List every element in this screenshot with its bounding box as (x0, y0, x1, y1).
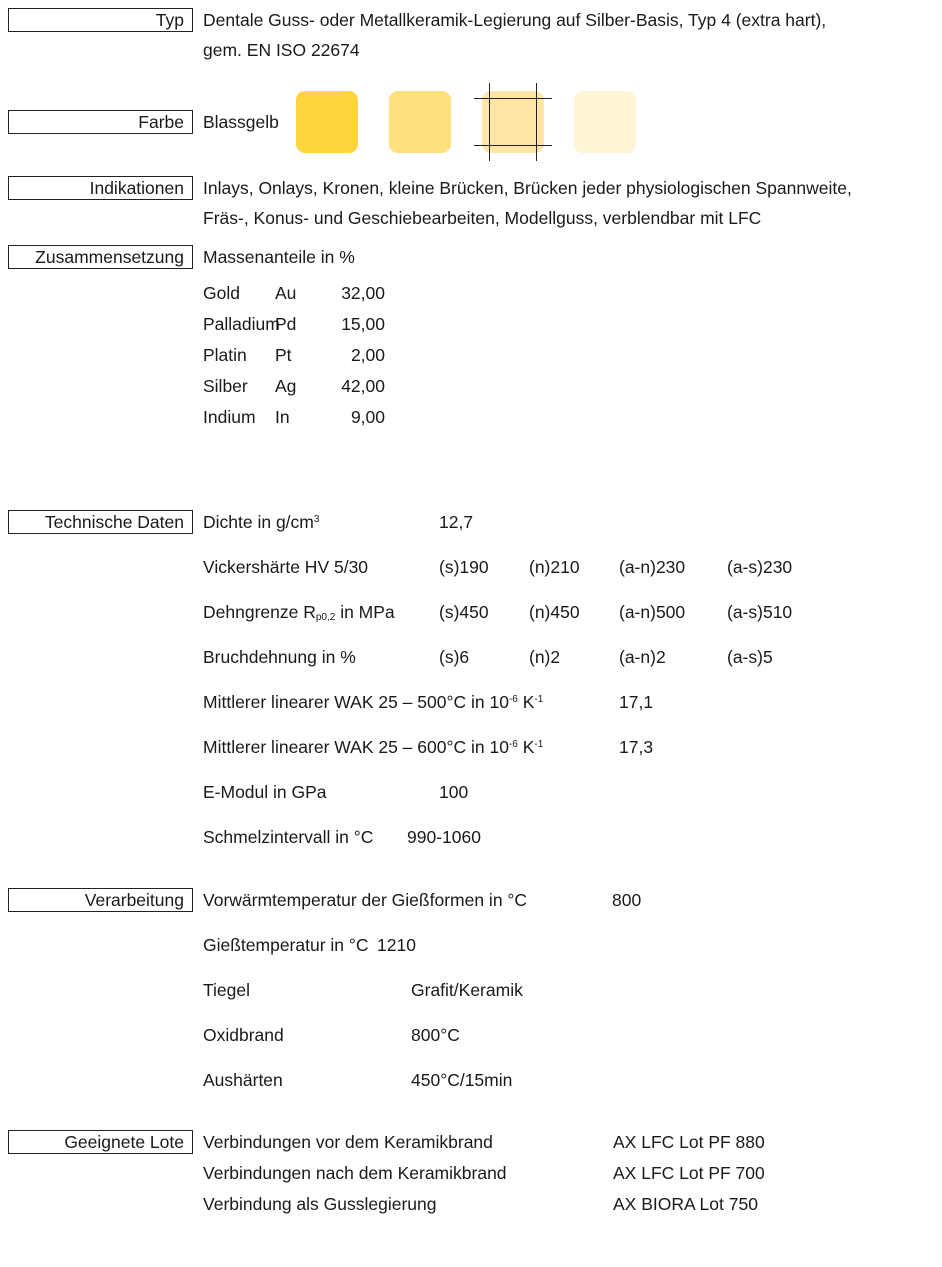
wak500-sup1: -6 (509, 694, 518, 705)
dichte-value: 12,7 (439, 512, 473, 532)
dehngrenze-label-post: in MPa (335, 602, 394, 622)
typ-line2: gem. EN ISO 22674 (203, 40, 360, 60)
dehngrenze-value-an: (a-n)500 (619, 602, 685, 622)
crosshair-h2 (474, 145, 552, 146)
emodul-label: E-Modul in GPa (203, 782, 327, 802)
lot-label: Verbindungen vor dem Keramikbrand (203, 1132, 493, 1152)
dehngrenze-value-as: (a-s)510 (727, 602, 792, 622)
vickers-value-an: (a-n)230 (619, 557, 685, 577)
composition-value: 32,00 (305, 283, 385, 303)
dichte-label-sup: 3 (314, 514, 320, 525)
composition-symbol: Au (275, 283, 296, 303)
dehngrenze-label: Dehngrenze Rp0,2 in MPa (203, 602, 395, 622)
dehngrenze-label-pre: Dehngrenze R (203, 602, 316, 622)
composition-symbol: Ag (275, 376, 296, 396)
color-swatch-4 (574, 91, 636, 153)
label-geeignete-lote: Geeignete Lote (8, 1130, 193, 1154)
giess-label: Gießtemperatur in °C (203, 935, 369, 955)
crosshair-h1 (474, 98, 552, 99)
label-indikationen: Indikationen (8, 176, 193, 200)
wak500-sup2: -1 (534, 694, 543, 705)
tiegel-value: Grafit/Keramik (411, 980, 523, 1000)
dehngrenze-label-sub: p0,2 (316, 612, 335, 623)
vorwaerm-label: Vorwärmtemperatur der Gießformen in °C (203, 890, 527, 910)
aushaerten-label: Aushärten (203, 1070, 283, 1090)
indikationen-line2: Fräs-, Konus- und Geschiebearbeiten, Mod… (203, 208, 761, 228)
typ-line1: Dentale Guss- oder Metallkeramik-Legieru… (203, 10, 826, 30)
aushaerten-value: 450°C/15min (411, 1070, 512, 1090)
lot-value: AX BIORA Lot 750 (613, 1194, 758, 1214)
dichte-label: Dichte in g/cm3 (203, 512, 319, 532)
wak500-label-pre: Mittlerer linearer WAK 25 – 500°C in 10 (203, 692, 509, 712)
label-typ: Typ (8, 8, 193, 32)
emodul-value: 100 (439, 782, 468, 802)
wak500-label: Mittlerer linearer WAK 25 – 500°C in 10-… (203, 692, 543, 712)
bruchdehnung-value-n: (n)2 (529, 647, 560, 667)
tiegel-label: Tiegel (203, 980, 250, 1000)
wak600-sup1: -6 (509, 739, 518, 750)
oxid-label: Oxidbrand (203, 1025, 284, 1045)
wak500-value: 17,1 (619, 692, 653, 712)
vickers-value-s: (s)190 (439, 557, 489, 577)
composition-symbol: Pt (275, 345, 292, 365)
label-farbe: Farbe (8, 110, 193, 134)
composition-value: 15,00 (305, 314, 385, 334)
crosshair-v1 (489, 83, 490, 161)
color-swatch-2 (389, 91, 451, 153)
label-verarbeitung: Verarbeitung (8, 888, 193, 912)
composition-value: 9,00 (305, 407, 385, 427)
composition-value: 42,00 (305, 376, 385, 396)
label-zusammensetzung: Zusammensetzung (8, 245, 193, 269)
vorwaerm-value: 800 (612, 890, 641, 910)
wak600-value: 17,3 (619, 737, 653, 757)
wak600-sup2: -1 (534, 739, 543, 750)
wak600-label-mid: K (518, 737, 535, 757)
bruchdehnung-value-as: (a-s)5 (727, 647, 773, 667)
vickers-value-as: (a-s)230 (727, 557, 792, 577)
dehngrenze-value-n: (n)450 (529, 602, 580, 622)
bruchdehnung-label: Bruchdehnung in % (203, 647, 356, 667)
composition-symbol: Pd (275, 314, 296, 334)
indikationen-line1: Inlays, Onlays, Kronen, kleine Brücken, … (203, 178, 852, 198)
composition-name: Gold (203, 283, 240, 303)
composition-name: Platin (203, 345, 247, 365)
oxid-value: 800°C (411, 1025, 460, 1045)
crosshair-v2 (536, 83, 537, 161)
farbe-name: Blassgelb (203, 112, 279, 132)
label-technische-daten: Technische Daten (8, 510, 193, 534)
composition-symbol: In (275, 407, 290, 427)
color-swatch-3 (482, 91, 544, 153)
lot-label: Verbindungen nach dem Keramikbrand (203, 1163, 507, 1183)
lot-value: AX LFC Lot PF 880 (613, 1132, 765, 1152)
giess-value: 1210 (377, 935, 416, 955)
color-swatch-1 (296, 91, 358, 153)
bruchdehnung-value-s: (s)6 (439, 647, 469, 667)
vickers-value-n: (n)210 (529, 557, 580, 577)
composition-header: Massenanteile in % (203, 247, 355, 267)
dehngrenze-value-s: (s)450 (439, 602, 489, 622)
dichte-label-text: Dichte in g/cm (203, 512, 314, 532)
wak500-label-mid: K (518, 692, 535, 712)
composition-value: 2,00 (305, 345, 385, 365)
composition-name: Indium (203, 407, 256, 427)
composition-name: Silber (203, 376, 248, 396)
lot-label: Verbindung als Gusslegierung (203, 1194, 437, 1214)
bruchdehnung-value-an: (a-n)2 (619, 647, 666, 667)
composition-name: Palladium (203, 314, 280, 334)
lot-value: AX LFC Lot PF 700 (613, 1163, 765, 1183)
schmelz-label: Schmelzintervall in °C (203, 827, 373, 847)
wak600-label: Mittlerer linearer WAK 25 – 600°C in 10-… (203, 737, 543, 757)
schmelz-value: 990-1060 (407, 827, 481, 847)
wak600-label-pre: Mittlerer linearer WAK 25 – 600°C in 10 (203, 737, 509, 757)
vickers-label: Vickershärte HV 5/30 (203, 557, 368, 577)
